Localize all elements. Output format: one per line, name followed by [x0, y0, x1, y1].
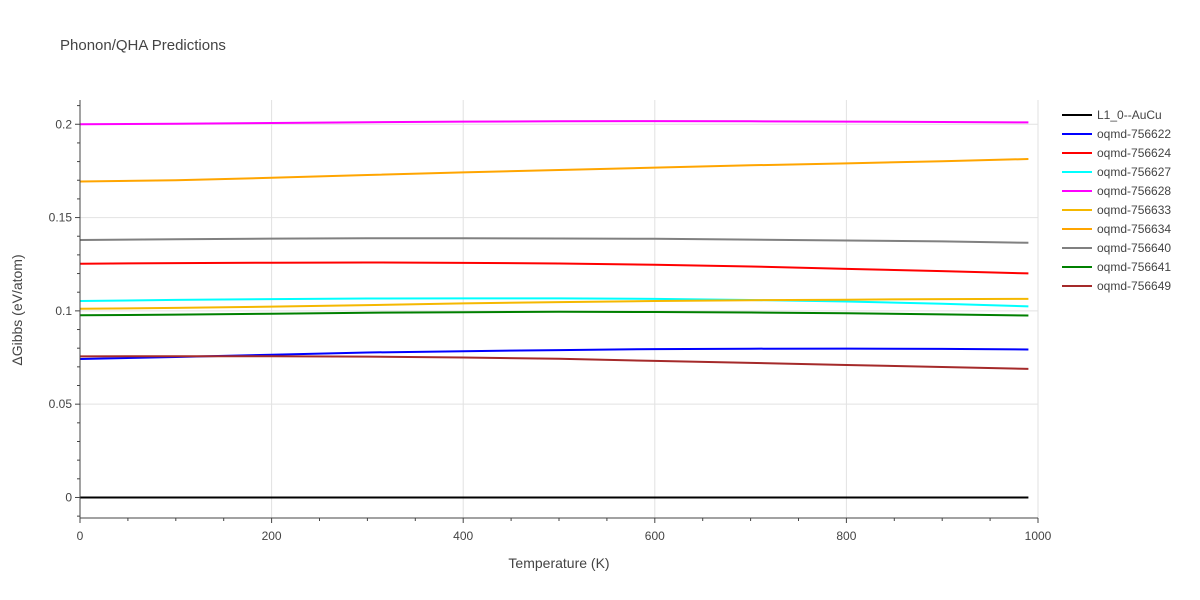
- legend-item[interactable]: oqmd-756641: [1062, 260, 1171, 274]
- series-line-oqmd-756628: [79, 120, 1029, 126]
- y-tick-label: 0.15: [49, 211, 73, 225]
- x-axis-label: Temperature (K): [508, 555, 609, 571]
- legend-label: oqmd-756633: [1097, 203, 1171, 217]
- legend-label: oqmd-756640: [1097, 241, 1171, 255]
- series-line-oqmd-756627: [79, 297, 1029, 308]
- series-line-oqmd-756634: [79, 158, 1029, 183]
- x-tick-label: 200: [262, 529, 282, 543]
- series-line-oqmd-756641: [79, 310, 1029, 317]
- legend[interactable]: L1_0--AuCu oqmd-756622 oqmd-756624 oqmd-756…: [1062, 108, 1171, 293]
- x-tick-label: 1000: [1025, 529, 1052, 543]
- y-tick-label: 0.1: [55, 304, 72, 318]
- y-tick-label: 0: [65, 490, 72, 504]
- legend-label: oqmd-756649: [1097, 279, 1171, 293]
- y-axis-label: ΔGibbs (eV/atom): [9, 254, 25, 365]
- series-line-oqmd-756640: [79, 237, 1029, 244]
- series-line-oqmd-756624: [79, 261, 1029, 275]
- legend-item[interactable]: oqmd-756634: [1062, 222, 1171, 236]
- legend-item[interactable]: oqmd-756640: [1062, 241, 1171, 255]
- legend-label: oqmd-756627: [1097, 165, 1171, 179]
- series-line-oqmd-756649: [79, 355, 1029, 370]
- series-line-oqmd-756633: [79, 297, 1029, 310]
- x-tick-label: 600: [645, 529, 665, 543]
- legend-label: oqmd-756634: [1097, 222, 1171, 236]
- series-layer: [79, 120, 1029, 370]
- legend-label: L1_0--AuCu: [1097, 108, 1162, 122]
- legend-item[interactable]: oqmd-756627: [1062, 165, 1171, 179]
- legend-label: oqmd-756641: [1097, 260, 1171, 274]
- legend-item[interactable]: oqmd-756649: [1062, 279, 1171, 293]
- x-tick-label: 400: [453, 529, 473, 543]
- legend-label: oqmd-756624: [1097, 146, 1171, 160]
- legend-item[interactable]: oqmd-756633: [1062, 203, 1171, 217]
- axes: 0 200 400 600 800 1000 0 0.05 0.1 0.15 0.2: [49, 100, 1052, 543]
- legend-label: oqmd-756622: [1097, 127, 1171, 141]
- x-tick-label: 800: [836, 529, 856, 543]
- x-tick-label: 0: [77, 529, 84, 543]
- y-tick-label: 0.05: [49, 397, 73, 411]
- legend-item[interactable]: oqmd-756628: [1062, 184, 1171, 198]
- chart-title: Phonon/QHA Predictions: [60, 37, 226, 54]
- legend-item[interactable]: oqmd-756624: [1062, 146, 1171, 160]
- legend-item[interactable]: L1_0--AuCu: [1062, 108, 1162, 122]
- series-line-oqmd-756622: [79, 347, 1029, 360]
- legend-item[interactable]: oqmd-756622: [1062, 127, 1171, 141]
- legend-label: oqmd-756628: [1097, 184, 1171, 198]
- y-tick-label: 0.2: [55, 117, 72, 131]
